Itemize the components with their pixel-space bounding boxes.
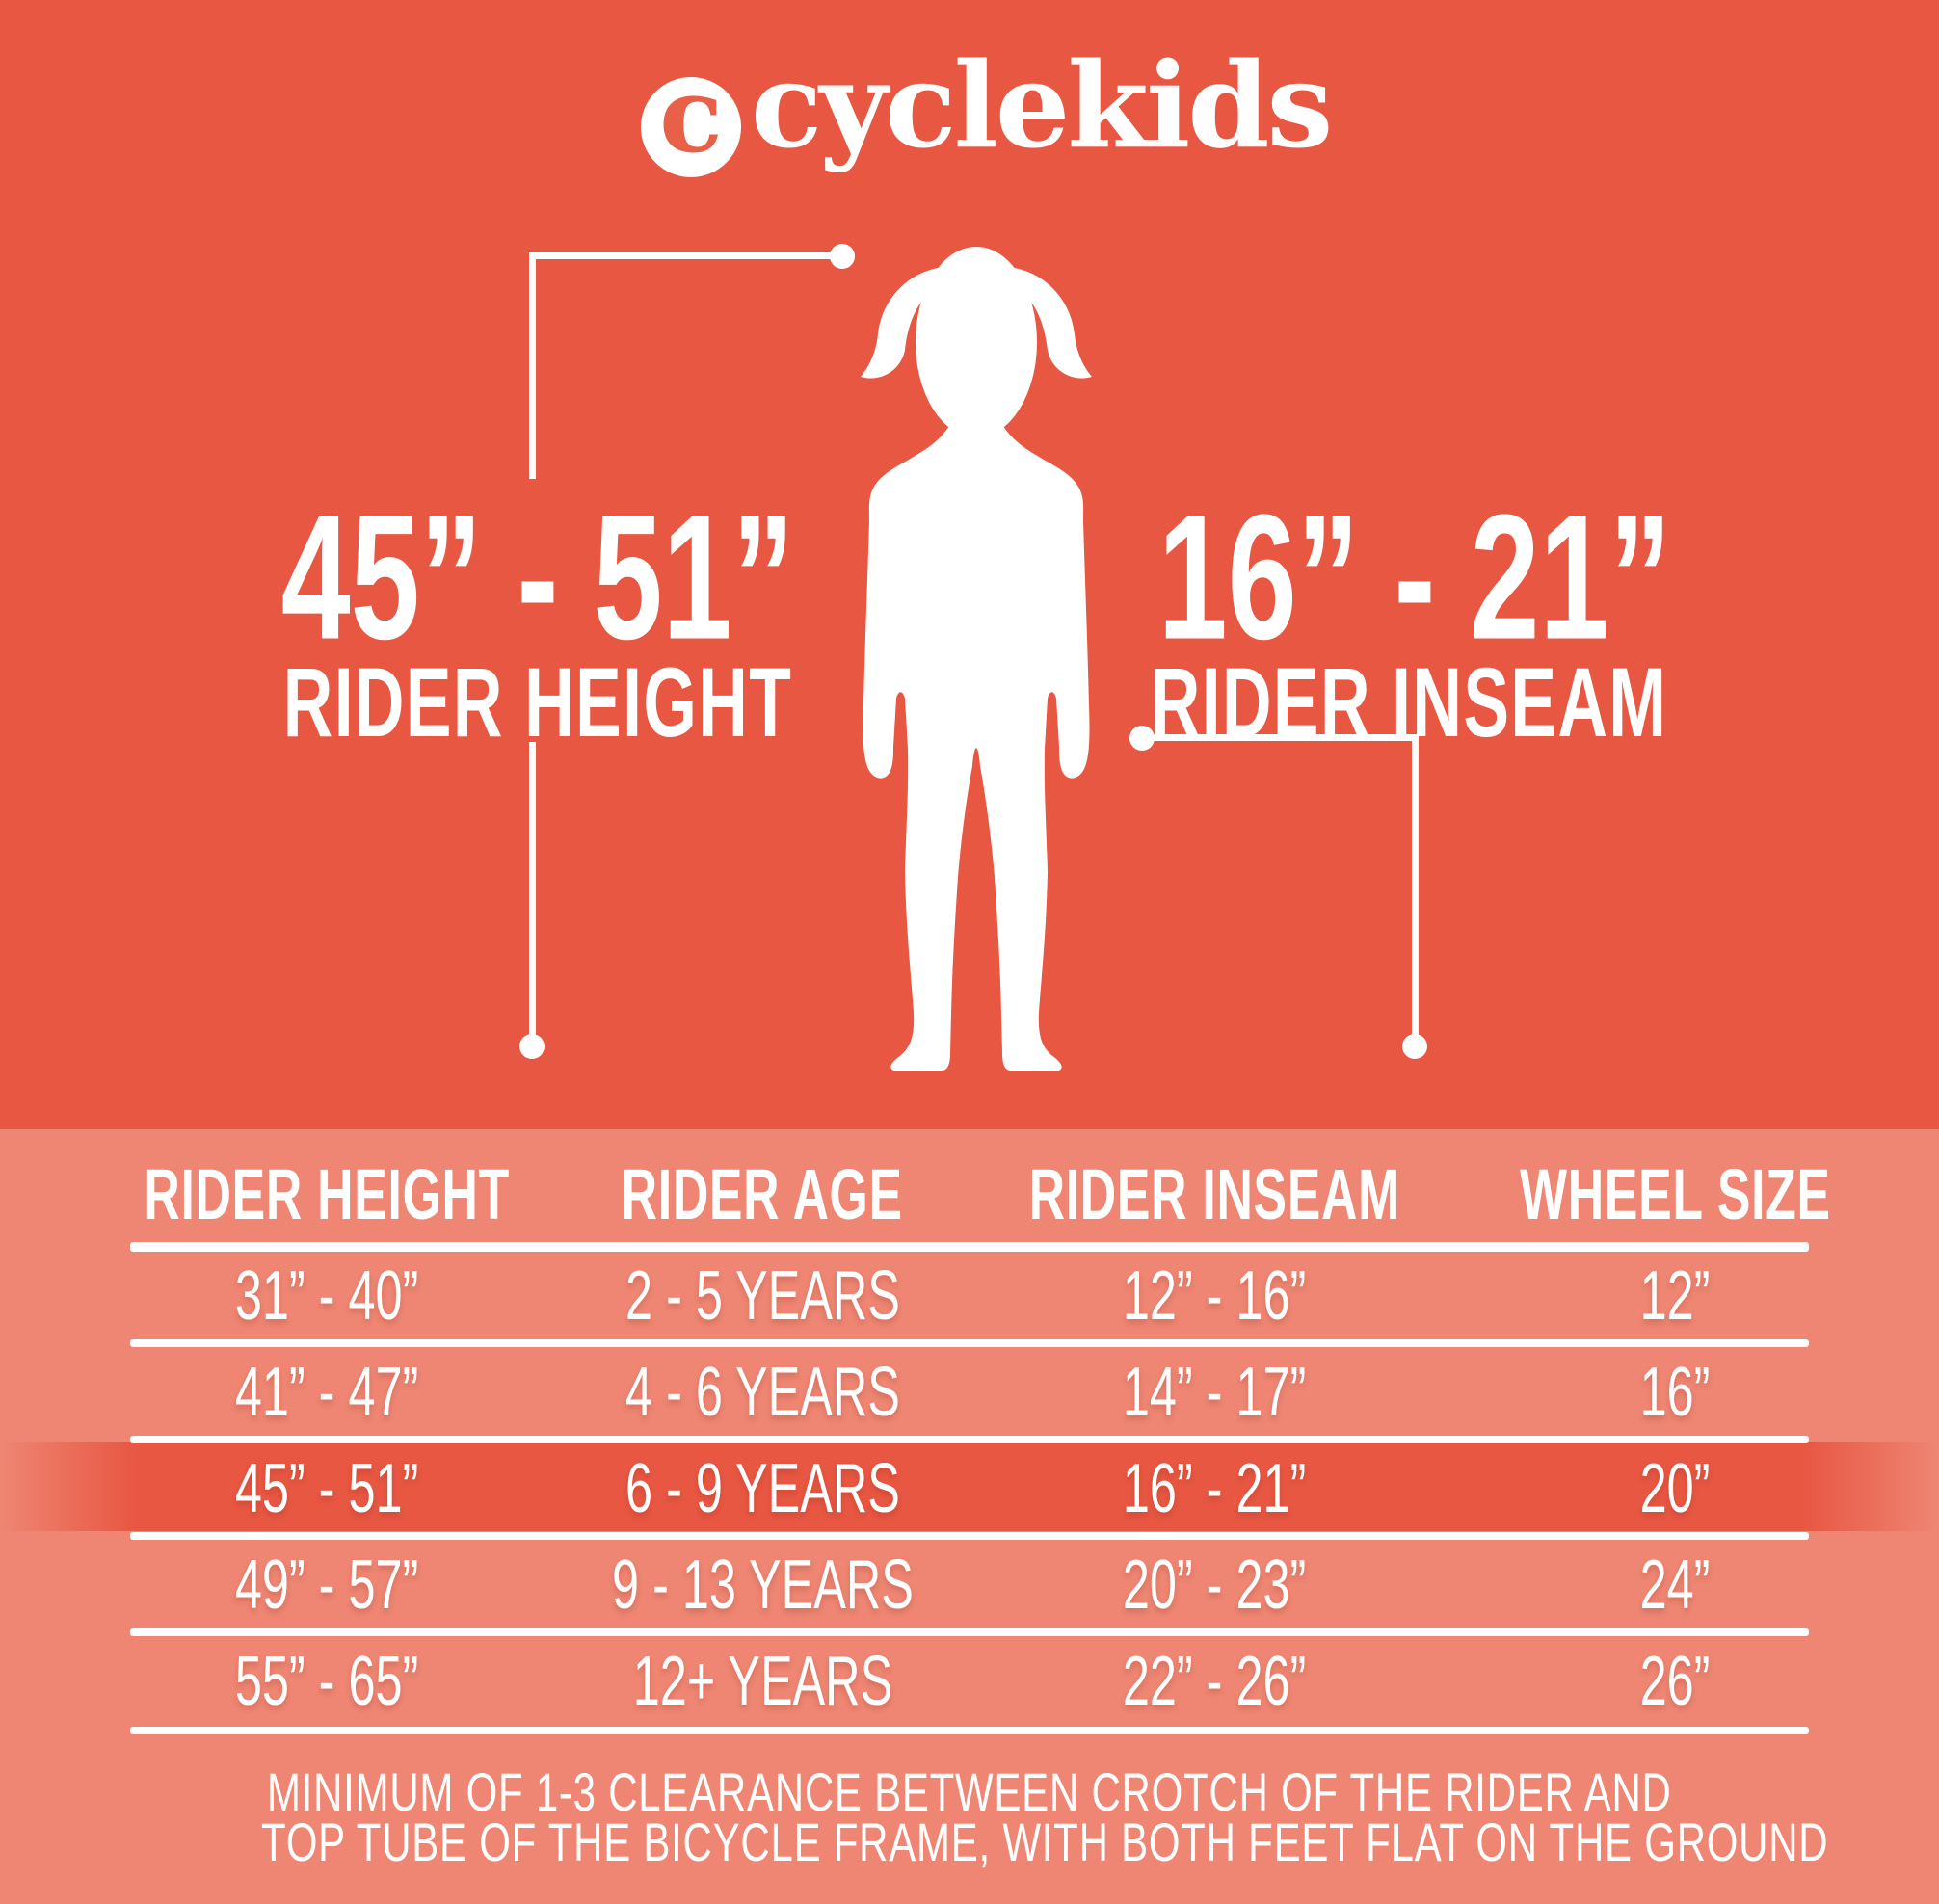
cell-height-3: 49” - 57” [234, 1547, 419, 1624]
height-range-label: RIDER HEIGHT [173, 653, 901, 752]
cell-age-1: 4 - 6 YEARS [624, 1354, 900, 1431]
cell-age-0: 2 - 5 YEARS [624, 1257, 900, 1335]
height-range-label-text: RIDER HEIGHT [282, 648, 793, 757]
cell-age-2: 6 - 9 YEARS [624, 1450, 900, 1527]
cell-height-1: 41” - 47” [234, 1354, 419, 1431]
height-range-value: 45” - 51” [280, 478, 795, 677]
footer-note-line1: MINIMUM OF 1-3 CLEARANCE BETWEEN CROTCH … [0, 1765, 1939, 1819]
table-header-row: RIDER HEIGHT RIDER AGE RIDER INSEAM WHEE… [0, 1147, 1939, 1243]
table-rule-4 [130, 1628, 1809, 1636]
table-header-rider-inseam: RIDER INSEAM [1028, 1154, 1400, 1234]
inseam-line-horizontal [1142, 734, 1419, 741]
table-header-wheel-size: WHEEL SIZE [1519, 1154, 1831, 1234]
cell-height-2: 45” - 51” [234, 1450, 419, 1527]
table-header-rider-age: RIDER AGE [621, 1154, 904, 1234]
cell-height-0: 31” - 40” [234, 1257, 419, 1335]
table-rule-1 [130, 1339, 1809, 1347]
height-line-horizontal [532, 252, 842, 259]
brand-c-icon: c [659, 55, 723, 176]
table-rule-bottom [130, 1727, 1809, 1734]
footer-note-line2: TOP TUBE OF THE BICYCLE FRAME, WITH BOTH… [0, 1815, 1939, 1869]
cell-wheel-4: 26” [1639, 1643, 1711, 1720]
cell-age-3: 9 - 13 YEARS [611, 1547, 914, 1624]
height-line-vertical-upper [529, 252, 536, 479]
body-shape [863, 414, 1090, 1071]
footer-note-line1-text: MINIMUM OF 1-3 CLEARANCE BETWEEN CROTCH … [267, 1761, 1672, 1822]
head-shape [916, 247, 1037, 437]
cell-inseam-1: 14” - 17” [1122, 1354, 1307, 1431]
brand-logo-icon: c [641, 64, 741, 177]
cell-wheel-3: 24” [1639, 1547, 1711, 1624]
table-rule-3 [130, 1532, 1809, 1540]
cell-wheel-1: 16” [1639, 1354, 1711, 1431]
child-silhouette-graphic [861, 247, 1092, 1071]
cell-height-4: 55” - 65” [234, 1643, 419, 1720]
table-header-rider-height: RIDER HEIGHT [144, 1154, 510, 1234]
inseam-line-dot-bottom [1402, 1034, 1427, 1059]
cell-inseam-2: 16” - 21” [1122, 1450, 1307, 1527]
brand-logo-text: cyclekids [751, 36, 1333, 174]
cell-wheel-2: 20” [1639, 1450, 1711, 1527]
table-row: 55” - 65” 12+ YEARS 22” - 26” 26” [0, 1633, 1939, 1730]
cell-wheel-0: 12” [1639, 1257, 1711, 1335]
inseam-range-value: 16” - 21” [1157, 478, 1672, 677]
table-rule-header [130, 1242, 1809, 1252]
footer-note-line2-text: TOP TUBE OF THE BICYCLE FRAME, WITH BOTH… [261, 1811, 1829, 1872]
inseam-range-text: 16” - 21” [1049, 489, 1782, 668]
table-row: 31” - 40” 2 - 5 YEARS 12” - 16” 12” [0, 1248, 1939, 1344]
cell-inseam-0: 12” - 16” [1122, 1257, 1307, 1335]
table-row: 49” - 57” 9 - 13 YEARS 20” - 23” 24” [0, 1537, 1939, 1633]
child-silhouette [853, 246, 1094, 1074]
highlighted-row-background [0, 1442, 1939, 1531]
table-row: 41” - 47” 4 - 6 YEARS 14” - 17” 16” [0, 1344, 1939, 1441]
cell-inseam-4: 22” - 26” [1122, 1643, 1307, 1720]
table-row-highlighted: 45” - 51” 6 - 9 YEARS 16” - 21” 20” [0, 1441, 1939, 1537]
table-rule-2 [130, 1436, 1809, 1443]
inseam-line-vertical [1412, 734, 1419, 1046]
height-line-vertical-lower [529, 742, 536, 1046]
height-line-dot-top [830, 244, 855, 269]
cell-inseam-3: 20” - 23” [1122, 1547, 1307, 1624]
height-range-text: 45” - 51” [172, 489, 905, 668]
height-line-dot-bottom [519, 1034, 545, 1059]
cell-age-4: 12+ YEARS [632, 1643, 892, 1720]
